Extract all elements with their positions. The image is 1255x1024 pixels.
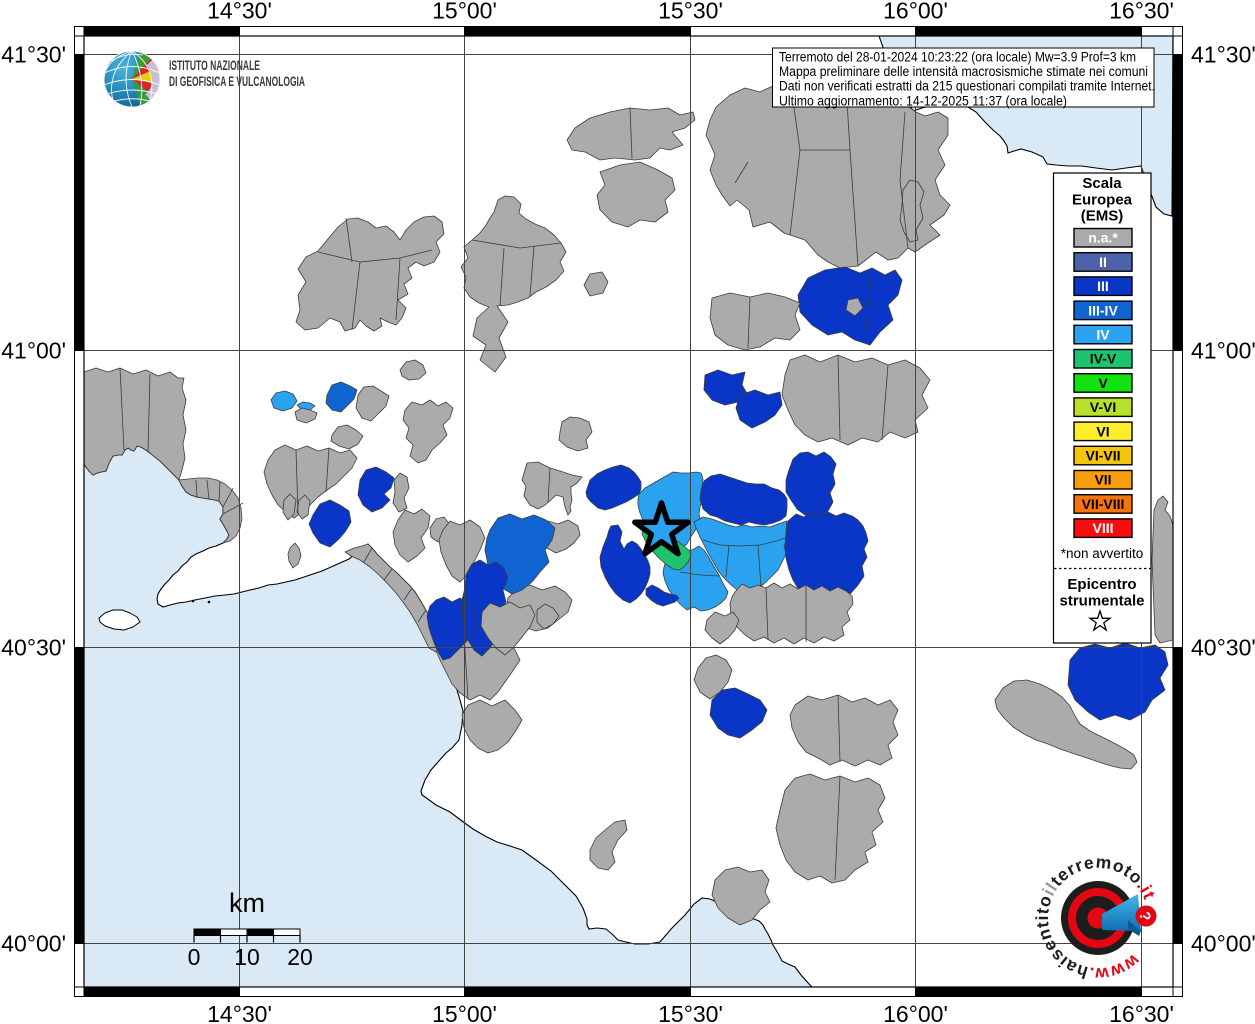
svg-text:VI-VII: VI-VII — [1085, 448, 1120, 464]
svg-text:DI GEOFISICA E VULCANOLOGIA: DI GEOFISICA E VULCANOLOGIA — [169, 74, 305, 89]
svg-text:Mappa preliminare delle intens: Mappa preliminare delle intensità macros… — [779, 64, 1148, 79]
svg-text:*non avvertito: *non avvertito — [1061, 546, 1144, 561]
svg-text:16°00': 16°00' — [883, 0, 948, 24]
svg-text:Europea: Europea — [1072, 192, 1133, 209]
svg-text:41°00': 41°00' — [1191, 338, 1255, 364]
svg-text:14°30': 14°30' — [207, 1001, 272, 1024]
svg-text:41°30': 41°30' — [1191, 42, 1255, 68]
svg-text:VI: VI — [1096, 423, 1109, 439]
svg-text:41°00': 41°00' — [1, 338, 66, 364]
svg-text:n.a.*: n.a.* — [1088, 230, 1118, 246]
svg-text:20: 20 — [287, 944, 313, 970]
svg-text:40°30': 40°30' — [1, 635, 66, 661]
svg-text:III-IV: III-IV — [1088, 302, 1118, 318]
svg-text:V: V — [1098, 375, 1108, 391]
svg-text:ISTITUTO NAZIONALE: ISTITUTO NAZIONALE — [169, 58, 260, 73]
svg-text:16°00': 16°00' — [883, 1001, 948, 1024]
svg-text:?: ? — [1135, 910, 1153, 922]
svg-text:15°00': 15°00' — [432, 0, 497, 24]
svg-text:0: 0 — [188, 944, 201, 970]
svg-text:(EMS): (EMS) — [1081, 208, 1124, 225]
svg-text:15°00': 15°00' — [432, 1001, 497, 1024]
svg-text:40°00': 40°00' — [1, 931, 66, 957]
svg-text:VIII: VIII — [1092, 520, 1113, 536]
svg-text:VII: VII — [1094, 472, 1111, 488]
svg-text:Terremoto del 28-01-2024 10:23: Terremoto del 28-01-2024 10:23:22 (ora l… — [779, 50, 1136, 65]
svg-text:16°30': 16°30' — [1109, 0, 1174, 24]
svg-text:15°30': 15°30' — [658, 1001, 723, 1024]
svg-text:41°30': 41°30' — [1, 42, 66, 68]
svg-text:10: 10 — [234, 944, 260, 970]
svg-text:15°30': 15°30' — [658, 0, 723, 24]
svg-text:IV: IV — [1096, 327, 1110, 343]
svg-text:II: II — [1099, 254, 1107, 270]
svg-text:Dati non verificati estratti d: Dati non verificati estratti da 215 ques… — [779, 79, 1155, 94]
svg-text:40°00': 40°00' — [1191, 931, 1255, 957]
svg-text:strumentale: strumentale — [1059, 593, 1144, 610]
svg-text:16°30': 16°30' — [1109, 1001, 1174, 1024]
svg-text:III: III — [1097, 278, 1109, 294]
svg-text:Ultimo aggiornamento: 14-12-20: Ultimo aggiornamento: 14-12-2025 11:37 (… — [779, 93, 1067, 108]
svg-text:14°30': 14°30' — [207, 0, 272, 24]
svg-text:40°30': 40°30' — [1191, 635, 1255, 661]
svg-text:IV-V: IV-V — [1090, 351, 1117, 367]
svg-text:Scala: Scala — [1082, 175, 1122, 192]
svg-text:VII-VIII: VII-VIII — [1082, 496, 1125, 512]
svg-text:V-VI: V-VI — [1090, 399, 1116, 415]
svg-text:Epicentro: Epicentro — [1067, 576, 1136, 593]
svg-text:km: km — [229, 888, 265, 918]
